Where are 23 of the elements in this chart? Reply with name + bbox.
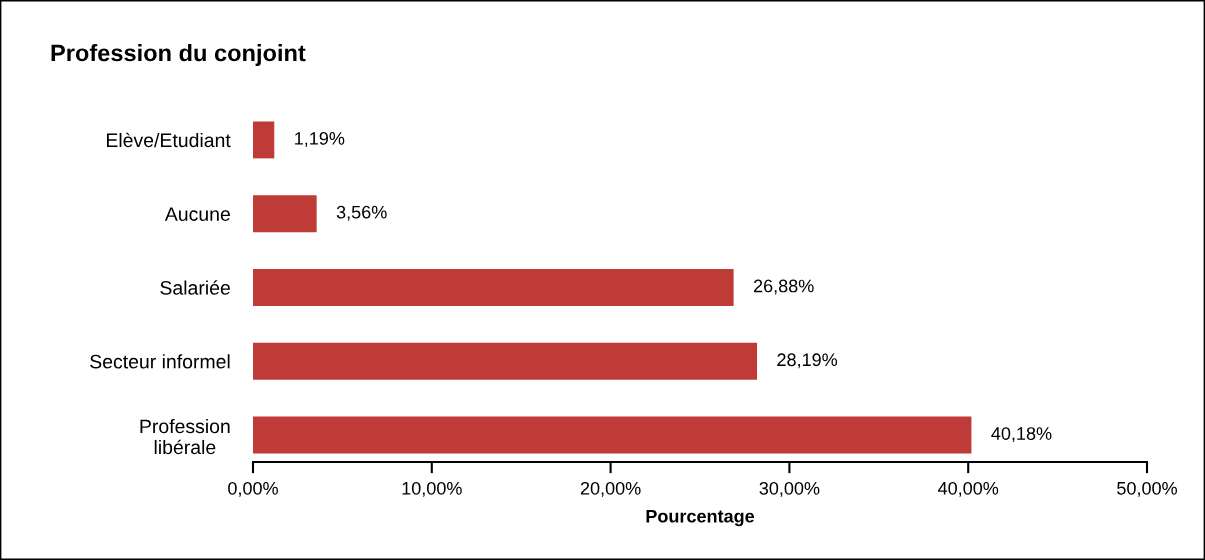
data-label: 3,56% [336, 205, 387, 221]
y-tick-label: Aucune [164, 207, 230, 221]
x-tick-label: 10,00% [402, 481, 462, 497]
data-label: 26,88% [753, 279, 814, 295]
x-tick-label: 40,00% [938, 481, 999, 497]
data-label: 40,18% [991, 427, 1052, 443]
data-label: 28,19% [777, 353, 838, 369]
bar [253, 195, 317, 233]
y-tick-label: Profession libérale [140, 418, 230, 455]
y-tick-label: Elève/Etudiant [106, 132, 231, 148]
chart-title: Profession du conjoint [51, 44, 306, 66]
x-tick-label: 50,00% [1117, 481, 1177, 497]
y-tick-label: Salariée [160, 280, 230, 295]
bar [253, 269, 734, 306]
data-label: 1,19% [295, 131, 345, 147]
bar [253, 416, 972, 454]
bar [253, 121, 275, 159]
x-tick-label: 20,00% [580, 481, 641, 497]
x-tick-label: 30,00% [759, 481, 820, 497]
x-tick-label: 0,00% [228, 481, 278, 497]
x-axis-title: Pourcentage [646, 509, 755, 527]
y-tick-label: Secteur informel [90, 354, 230, 369]
bar [253, 342, 758, 380]
